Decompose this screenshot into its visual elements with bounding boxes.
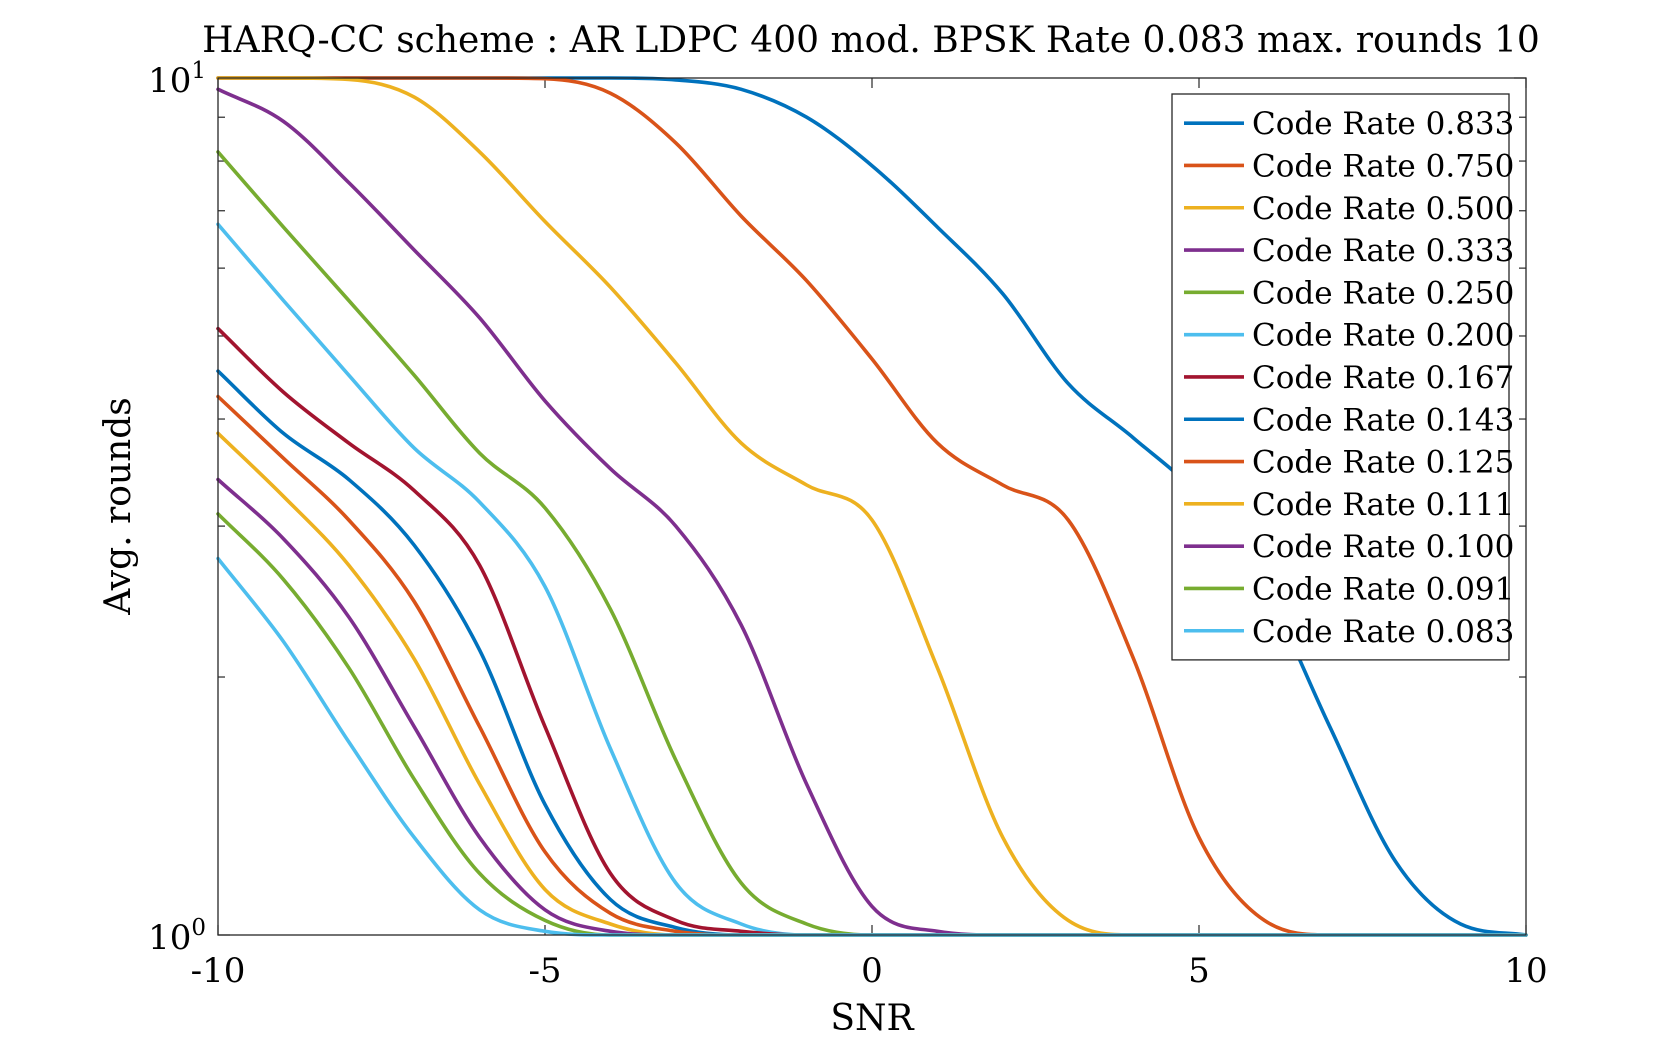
x-tick-label: 10 <box>1504 951 1547 991</box>
legend-label: Code Rate 0.333 <box>1252 233 1514 269</box>
legend-label: Code Rate 0.100 <box>1252 529 1514 565</box>
legend-label: Code Rate 0.833 <box>1252 106 1514 142</box>
y-tick-label: 101 <box>148 58 206 101</box>
x-tick-label: -10 <box>191 951 246 991</box>
legend-label: Code Rate 0.083 <box>1252 614 1514 650</box>
legend-label: Code Rate 0.091 <box>1252 571 1514 607</box>
legend-label: Code Rate 0.111 <box>1252 487 1514 523</box>
x-tick-label: -5 <box>528 951 561 991</box>
x-tick-label: 0 <box>861 951 883 991</box>
legend: Code Rate 0.833 Code Rate 0.750 Code Rate … <box>1171 93 1514 661</box>
legend-label: Code Rate 0.167 <box>1252 360 1514 396</box>
y-axis-label: Avg. rounds <box>98 397 139 616</box>
y-tick-label: 100 <box>148 915 206 958</box>
legend-label: Code Rate 0.200 <box>1252 318 1514 354</box>
legend-label: Code Rate 0.500 <box>1252 191 1514 227</box>
legend-label: Code Rate 0.250 <box>1252 275 1514 311</box>
plot-frame <box>217 77 1527 936</box>
chart-title: HARQ-CC scheme : AR LDPC 400 mod. BPSK R… <box>202 20 1540 61</box>
x-axis-label: SNR <box>830 998 914 1039</box>
legend-label: Code Rate 0.750 <box>1252 148 1514 184</box>
legend-label: Code Rate 0.125 <box>1252 445 1514 481</box>
legend-label: Code Rate 0.143 <box>1252 402 1514 438</box>
x-tick-label: 5 <box>1188 951 1210 991</box>
tick-labels: -10 -5 0 5 10 100 101 <box>148 58 1548 991</box>
